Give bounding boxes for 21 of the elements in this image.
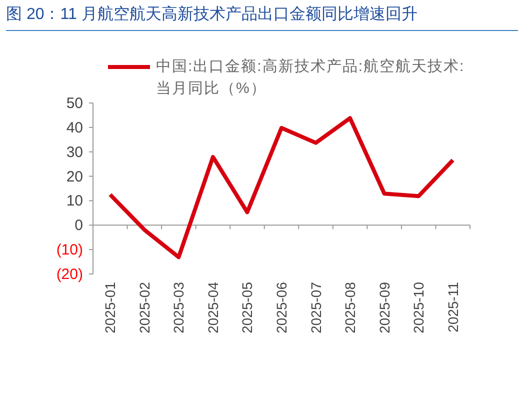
x-tick-label: 2025-11 — [444, 282, 461, 332]
y-tick-label: (10) — [56, 242, 83, 259]
y-tick-label: 30 — [66, 144, 83, 161]
x-tick-label: 2025-08 — [342, 282, 358, 334]
y-tick-label: 50 — [66, 95, 83, 112]
y-tick-label: 20 — [66, 168, 83, 186]
y-tick-label: 40 — [66, 119, 83, 136]
x-tick-label: 2025-01 — [102, 282, 118, 334]
x-tick-label: 2025-10 — [410, 282, 427, 334]
y-tick-label: (20) — [56, 266, 83, 283]
x-tick-label: 2025-09 — [376, 282, 392, 334]
x-tick-label: 2025-03 — [170, 282, 187, 334]
x-tick-label: 2025-02 — [136, 282, 152, 334]
x-tick-label: 2025-04 — [204, 282, 221, 334]
legend-label: 中国:出口金额:高新技术产品:航空航天技术:当月同比（%） — [156, 57, 466, 99]
x-tick-label: 2025-07 — [308, 282, 324, 334]
chart-title: 图 20：11 月航空航天高新技术产品出口金额同比增速回升 — [6, 4, 518, 31]
x-tick-label: 2025-05 — [239, 282, 256, 334]
x-tick-label: 2025-06 — [274, 282, 290, 334]
y-tick-label: 10 — [66, 192, 83, 210]
y-tick-label: 0 — [74, 217, 83, 234]
